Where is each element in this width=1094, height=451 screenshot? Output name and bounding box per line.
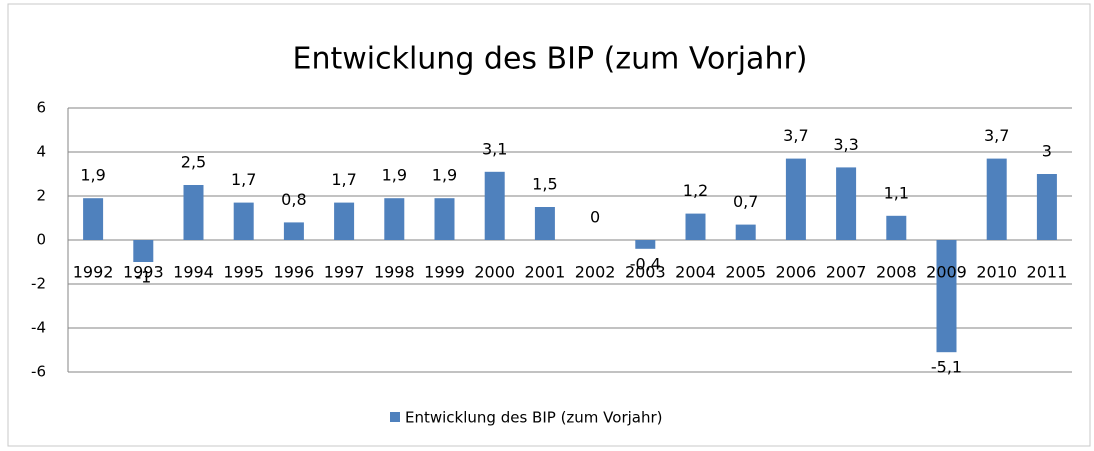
- data-label: -0,4: [630, 254, 661, 273]
- x-tick-label: 2009: [926, 263, 967, 282]
- data-label: 1,5: [532, 175, 557, 194]
- bar: [635, 240, 656, 249]
- data-label: 3: [1042, 142, 1052, 161]
- bar: [83, 198, 104, 240]
- y-tick-label: -6: [31, 363, 46, 381]
- data-label: 0,7: [733, 192, 758, 211]
- data-label: 3,1: [482, 139, 507, 158]
- x-tick-label: 2007: [826, 263, 867, 282]
- data-label: 3,3: [833, 135, 858, 154]
- x-tick-label: 2003: [625, 263, 666, 282]
- y-tick-label: 2: [36, 187, 46, 205]
- chart-title: Entwicklung des BIP (zum Vorjahr): [292, 42, 807, 77]
- bar: [233, 202, 254, 240]
- bar: [936, 240, 957, 353]
- bar: [886, 215, 907, 240]
- legend-swatch: [390, 412, 400, 422]
- x-tick-label: 1992: [73, 263, 114, 282]
- data-label: 2,5: [181, 153, 206, 172]
- bar: [334, 202, 355, 240]
- y-tick-label: 0: [36, 231, 46, 249]
- bar: [434, 198, 455, 240]
- x-tick-label: 2001: [525, 263, 566, 282]
- x-tick-label: 2005: [725, 263, 766, 282]
- bar: [283, 222, 304, 240]
- data-label: 3,7: [783, 126, 808, 145]
- data-label: 1,9: [432, 166, 457, 185]
- bar: [735, 224, 756, 240]
- bar: [685, 213, 706, 240]
- x-tick-label: 2002: [575, 263, 616, 282]
- x-tick-label: 1995: [223, 263, 264, 282]
- y-tick-label: 6: [36, 99, 46, 117]
- x-tick-label: 1999: [424, 263, 465, 282]
- y-tick-label: 4: [36, 143, 46, 161]
- data-label: -1: [135, 268, 151, 287]
- bar: [183, 185, 204, 240]
- data-label: 1,9: [80, 166, 105, 185]
- legend-label: Entwicklung des BIP (zum Vorjahr): [405, 409, 663, 427]
- data-label: 0,8: [281, 190, 306, 209]
- x-tick-label: 2008: [876, 263, 917, 282]
- bar: [484, 171, 505, 240]
- x-tick-label: 2000: [474, 263, 515, 282]
- data-label: 3,7: [984, 126, 1009, 145]
- y-tick-label: -4: [31, 319, 46, 337]
- x-tick-label: 2006: [776, 263, 817, 282]
- x-tick-label: 1993: [123, 263, 164, 282]
- x-tick-label: 1997: [324, 263, 365, 282]
- x-tick-label: 2004: [675, 263, 716, 282]
- y-tick-label: -2: [31, 275, 46, 293]
- bar: [133, 240, 154, 262]
- x-tick-label: 2011: [1027, 263, 1068, 282]
- bar: [785, 158, 806, 240]
- data-label: 1,9: [382, 166, 407, 185]
- data-label: 1,7: [231, 170, 256, 189]
- data-label: 1,7: [331, 170, 356, 189]
- data-label: -5,1: [931, 358, 962, 377]
- bar: [1036, 174, 1057, 240]
- x-tick-label: 1994: [173, 263, 214, 282]
- data-label: 0: [590, 208, 600, 227]
- data-label: 1,2: [683, 181, 708, 200]
- bar: [986, 158, 1007, 240]
- bar: [384, 198, 405, 240]
- data-label: 1,1: [884, 183, 909, 202]
- x-tick-label: 1998: [374, 263, 415, 282]
- bar: [534, 207, 555, 240]
- x-tick-label: 1996: [274, 263, 315, 282]
- x-tick-label: 2010: [976, 263, 1017, 282]
- bar: [836, 167, 857, 240]
